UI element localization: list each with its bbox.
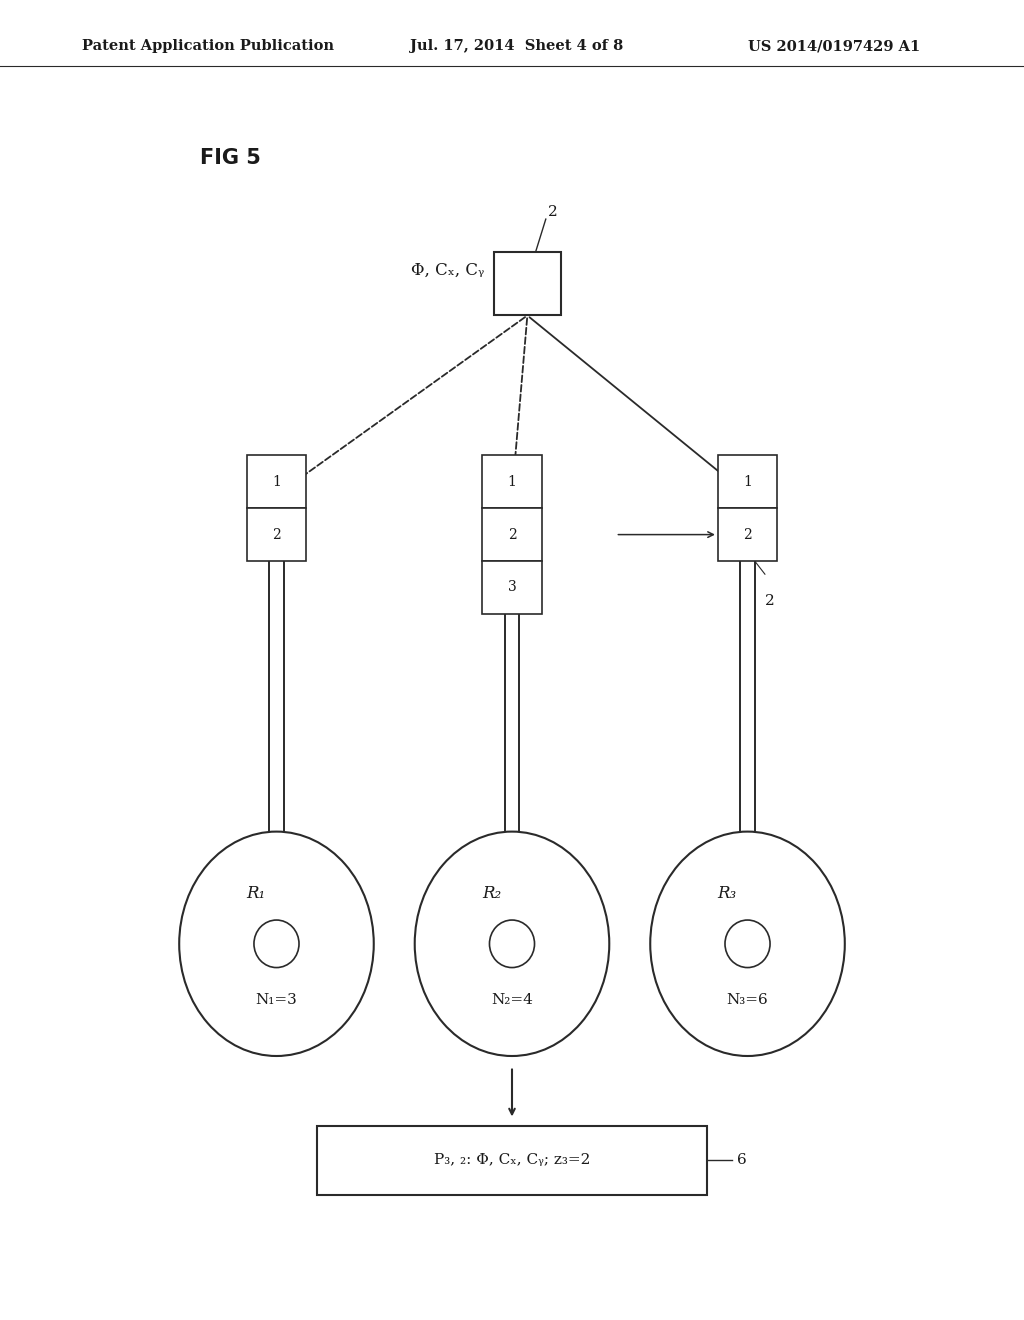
Text: Patent Application Publication: Patent Application Publication [82,40,334,53]
Bar [247,508,306,561]
Bar [718,508,777,561]
Ellipse shape [650,832,845,1056]
Text: N₂=4: N₂=4 [492,993,532,1007]
Text: R₁: R₁ [247,884,265,902]
Bar [247,455,306,508]
Text: 3: 3 [508,581,516,594]
Text: 1: 1 [272,475,281,488]
Bar [495,252,561,315]
Text: 2: 2 [508,528,516,541]
Text: 2: 2 [548,205,558,219]
Text: N₁=3: N₁=3 [256,993,297,1007]
Ellipse shape [415,832,609,1056]
Text: R₃: R₃ [718,884,736,902]
Text: P₃, ₂: Φ, Cₓ, Cᵧ; z₃=2: P₃, ₂: Φ, Cₓ, Cᵧ; z₃=2 [434,1154,590,1167]
Text: 6: 6 [737,1154,748,1167]
Bar [482,508,542,561]
Text: 2: 2 [272,528,281,541]
Text: FIG 5: FIG 5 [200,148,260,169]
Text: 1: 1 [508,475,516,488]
Text: R₂: R₂ [482,884,501,902]
Ellipse shape [254,920,299,968]
Text: Jul. 17, 2014  Sheet 4 of 8: Jul. 17, 2014 Sheet 4 of 8 [410,40,623,53]
Bar [482,561,542,614]
Ellipse shape [179,832,374,1056]
Bar [482,455,542,508]
Text: Φ, Cₓ, Cᵧ: Φ, Cₓ, Cᵧ [411,263,484,279]
Ellipse shape [489,920,535,968]
Text: 1: 1 [743,475,752,488]
Bar [718,455,777,508]
Bar [317,1126,707,1195]
Ellipse shape [725,920,770,968]
Text: US 2014/0197429 A1: US 2014/0197429 A1 [748,40,920,53]
Text: N₃=6: N₃=6 [727,993,768,1007]
Text: 2: 2 [743,528,752,541]
Text: 2: 2 [765,594,775,609]
